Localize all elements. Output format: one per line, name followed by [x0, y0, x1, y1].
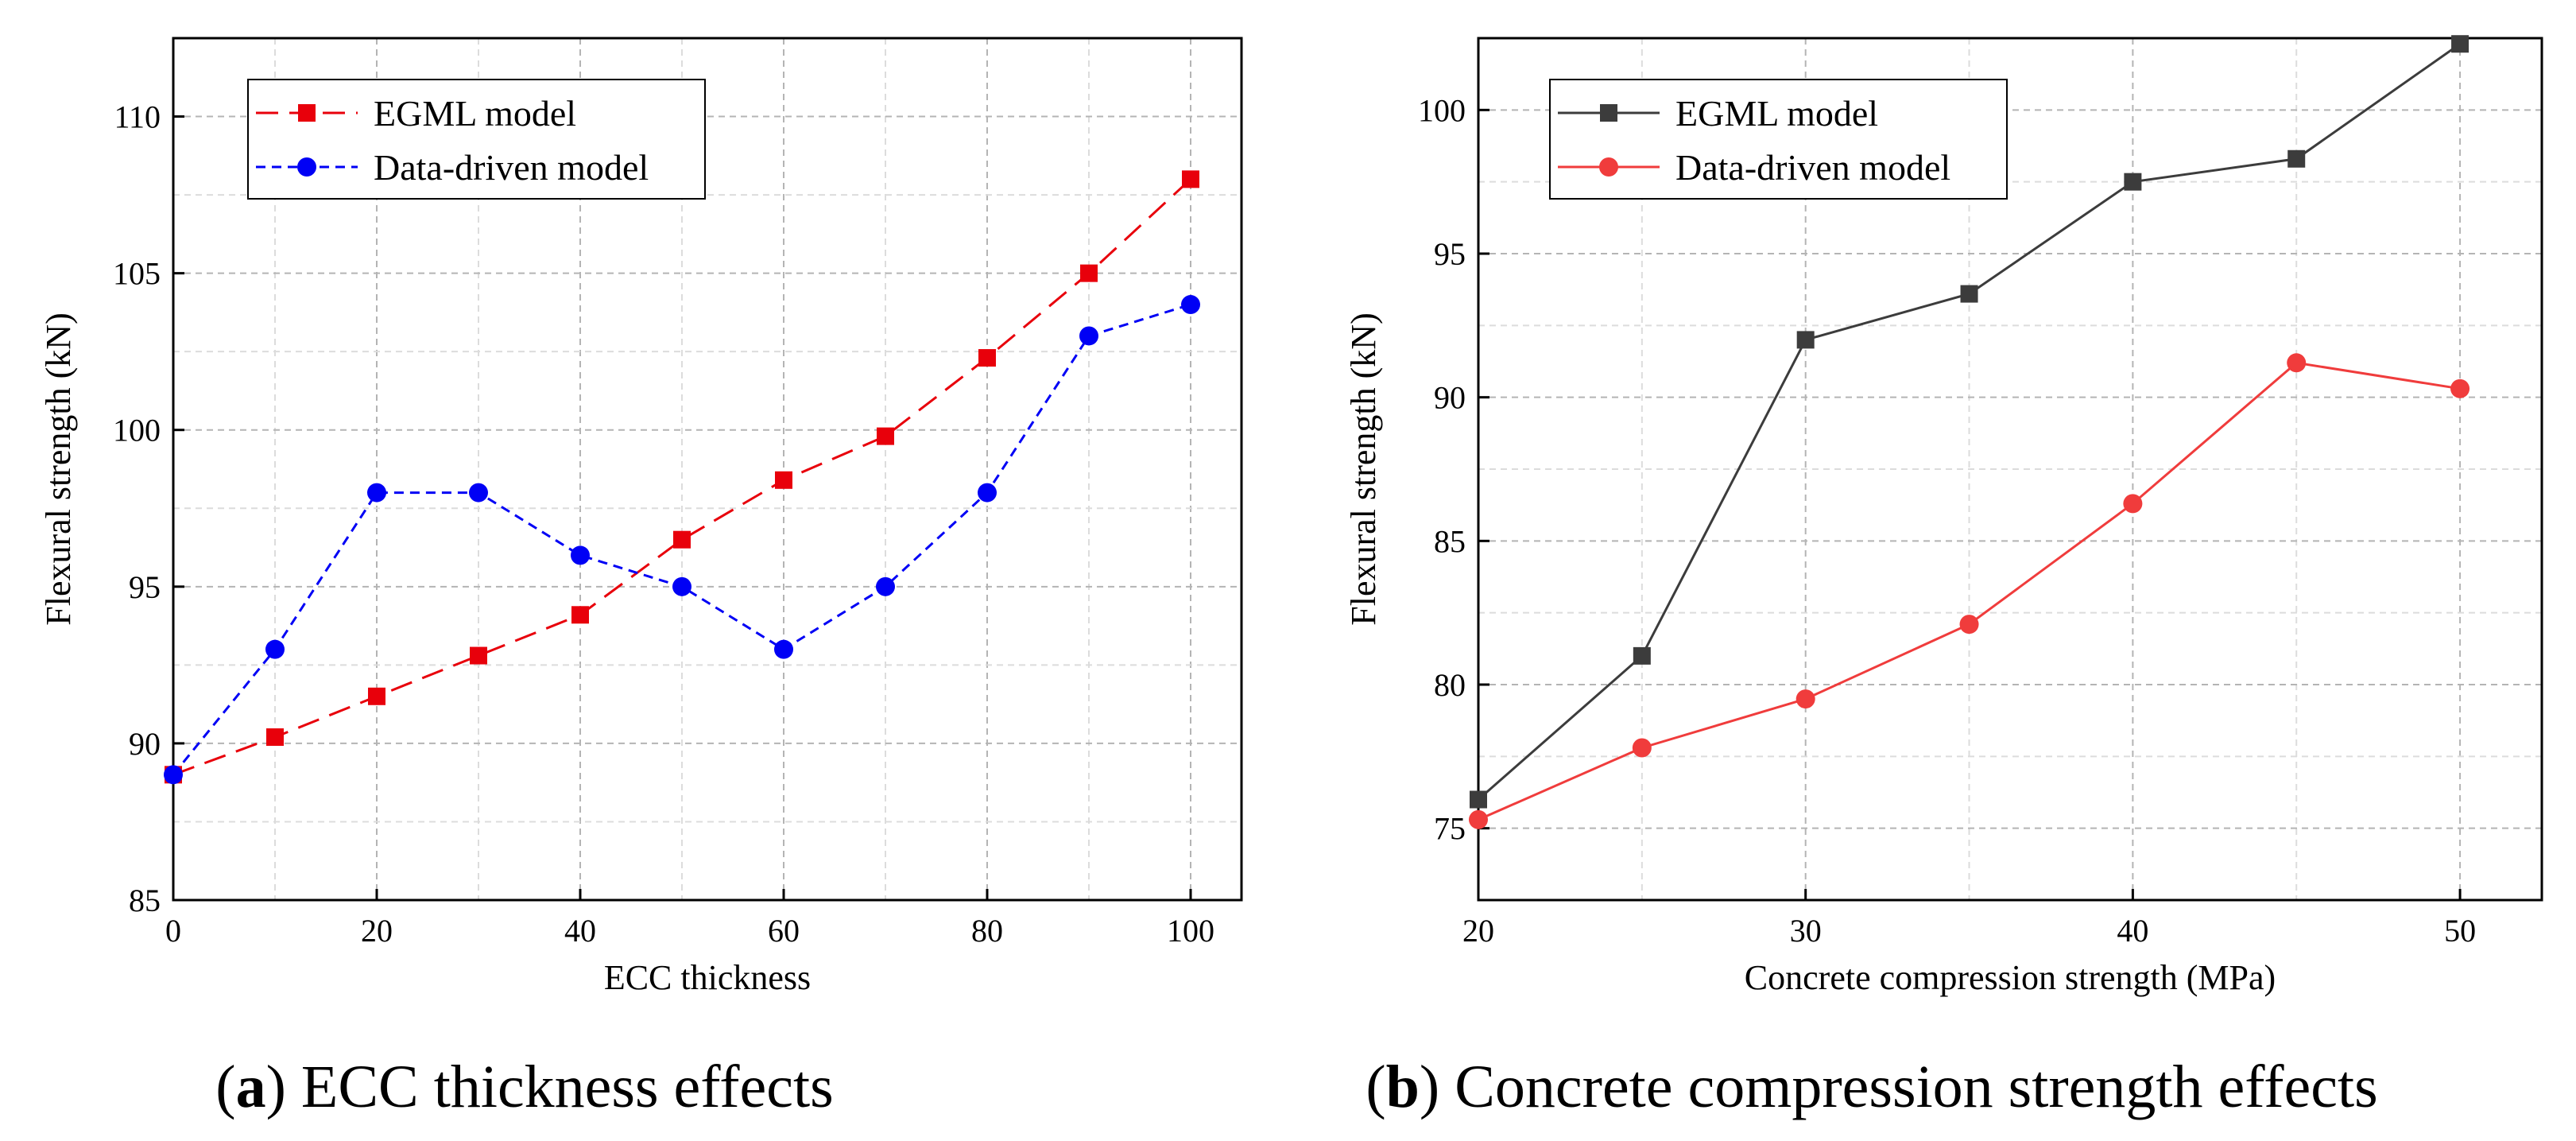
- data-point: [1470, 790, 1487, 809]
- y-tick-label: 100: [113, 413, 161, 448]
- data-point: [1079, 326, 1098, 346]
- data-point: [1080, 264, 1098, 282]
- data-point: [1632, 738, 1652, 758]
- data-point: [2123, 494, 2143, 514]
- y-tick-label: 85: [1434, 523, 1466, 559]
- data-point: [1796, 331, 1815, 349]
- data-point: [876, 576, 895, 596]
- data-point: [2124, 173, 2142, 191]
- y-tick-label: 75: [1434, 811, 1466, 847]
- legend-label: EGML model: [374, 93, 576, 134]
- legend-box: [1549, 79, 2008, 200]
- data-point: [571, 606, 589, 624]
- plot-frame: [172, 37, 1243, 902]
- data-point: [265, 639, 285, 659]
- data-point: [978, 349, 996, 367]
- y-axis-label: Flexural strength (kN): [1344, 312, 1383, 625]
- data-point: [775, 471, 792, 489]
- y-tick-label: 85: [129, 883, 161, 918]
- data-point: [1469, 809, 1488, 829]
- y-tick-label: 110: [114, 99, 161, 135]
- data-point: [1795, 689, 1815, 709]
- data-point: [571, 545, 590, 565]
- data-point: [1181, 295, 1200, 315]
- y-tick-label: 100: [1418, 92, 1466, 128]
- data-point: [2451, 35, 2469, 53]
- x-tick-label: 40: [2117, 913, 2148, 949]
- legend-swatch-marker: [297, 157, 316, 177]
- data-point: [1960, 285, 1978, 303]
- legend-label: EGML model: [1675, 93, 1878, 134]
- y-tick-label: 95: [1434, 236, 1466, 272]
- legend-swatch-marker: [1599, 157, 1618, 177]
- plot-frame: [1477, 37, 2543, 902]
- legend-swatch-marker: [298, 104, 316, 122]
- y-tick-label: 105: [113, 256, 161, 292]
- series-2: [1469, 353, 2470, 829]
- legend-label: Data-driven model: [374, 147, 649, 188]
- data-point: [266, 728, 284, 747]
- x-tick-label: 100: [1167, 913, 1214, 949]
- x-tick-label: 60: [768, 913, 800, 949]
- x-tick-label: 50: [2444, 913, 2476, 949]
- chart-panel-b: 20 30 40 50 75 80 85 90 95 100 Concrete compressio…: [1344, 35, 2543, 997]
- x-tick-label: 0: [165, 913, 181, 949]
- data-point: [2287, 149, 2306, 168]
- legend-swatch-marker: [1600, 104, 1617, 122]
- data-point: [1182, 170, 1199, 188]
- data-point: [774, 639, 793, 659]
- data-point: [470, 646, 487, 665]
- legend: EGML model Data-driven model: [1549, 79, 2008, 200]
- data-point: [368, 687, 385, 705]
- x-tick-label: 20: [1462, 913, 1494, 949]
- caption-b: (b) Concrete compression strength effect…: [1365, 1054, 2377, 1120]
- y-tick-label: 90: [129, 726, 161, 762]
- data-point: [164, 765, 183, 785]
- legend: EGML model Data-driven model: [247, 79, 706, 200]
- caption-a: (a) ECC thickness effects: [215, 1054, 833, 1120]
- x-tick-label: 30: [1790, 913, 1822, 949]
- data-point: [673, 530, 691, 549]
- y-tick-label: 80: [1434, 667, 1466, 703]
- x-tick-label: 80: [971, 913, 1003, 949]
- y-tick-label: 90: [1434, 380, 1466, 416]
- data-point: [1633, 646, 1651, 665]
- data-point: [2287, 353, 2307, 373]
- series-1: [165, 170, 1199, 784]
- data-point: [877, 427, 894, 445]
- x-axis-label: ECC thickness: [604, 958, 811, 997]
- x-tick-label: 40: [564, 913, 596, 949]
- data-point: [978, 483, 997, 503]
- data-point: [1959, 615, 1979, 635]
- y-axis-label: Flexural strength (kN): [39, 312, 78, 625]
- legend-label: Data-driven model: [1675, 147, 1950, 188]
- legend-box: [247, 79, 706, 200]
- series-2: [164, 295, 1200, 785]
- y-tick-label: 95: [129, 569, 161, 605]
- data-point: [672, 576, 691, 596]
- data-point: [2450, 378, 2470, 398]
- data-point: [469, 483, 488, 503]
- chart-panel-a: 0 20 40 60 80 100 85 90 95 100 105 110 ECC thickness…: [39, 37, 1243, 997]
- x-tick-label: 20: [361, 913, 393, 949]
- series-line: [172, 178, 1192, 776]
- x-axis-label: Concrete compression strength (MPa): [1745, 958, 2276, 997]
- data-point: [367, 483, 386, 503]
- series-1: [1470, 35, 2469, 809]
